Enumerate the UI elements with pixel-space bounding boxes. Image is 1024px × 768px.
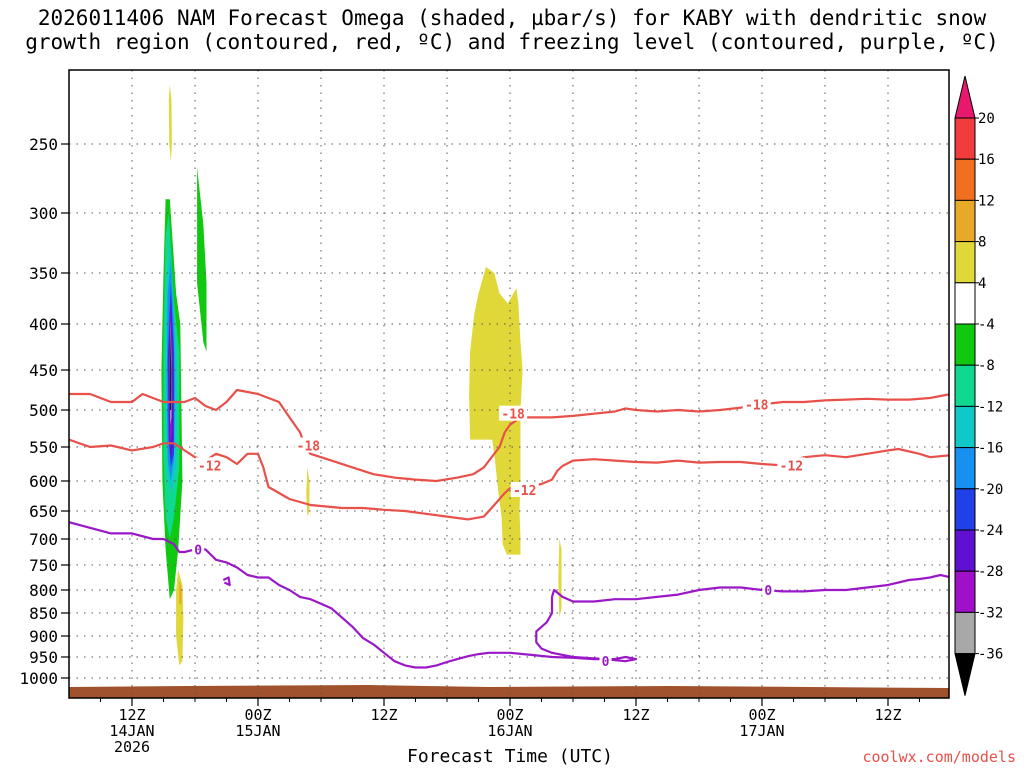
x-tick-label: 00Z: [244, 706, 271, 724]
y-tick-label: 650: [29, 502, 58, 521]
colorbar-swatch: [954, 241, 976, 284]
contour-label-bg: [294, 437, 323, 453]
omega-extreme: [170, 328, 172, 410]
contour-label: -12: [513, 484, 536, 499]
colorbar-swatch: [954, 199, 976, 243]
contour-label-bg: [742, 396, 771, 412]
colorbar-top-arrow: [954, 75, 976, 119]
contour-label: 0: [602, 655, 610, 670]
y-tick-label: 600: [29, 472, 58, 491]
omega-minus-8-b: [197, 167, 207, 352]
colorbar-label: -36: [978, 647, 1003, 663]
y-tick-label: 750: [29, 556, 58, 575]
colorbar-label: 12: [978, 193, 995, 209]
contour-label-bg: [599, 653, 612, 669]
colorbar-swatch: [954, 158, 976, 201]
y-tick-label: 800: [29, 581, 58, 600]
zero-isotherm: [69, 521, 949, 669]
x-tick-label: 12Z: [370, 706, 397, 724]
credit-link[interactable]: coolwx.com/models: [862, 748, 1016, 766]
x-tick-label: 00Z: [748, 706, 775, 724]
y-tick-label: 450: [29, 361, 58, 380]
chart-title: 2026011406 NAM Forecast Omega (shaded, µ…: [0, 6, 1024, 54]
y-tick-label: 850: [29, 604, 58, 623]
contour-label-bg: [195, 457, 224, 473]
colorbar-label: -24: [978, 523, 1003, 539]
y-tick-label: 900: [29, 627, 58, 646]
x-tick-label: 15JAN: [235, 722, 280, 740]
colorbar-label: 8: [978, 235, 986, 251]
x-tick-label: 12Z: [118, 706, 145, 724]
colorbar-label: 4: [978, 276, 986, 292]
contour-label: -18: [501, 408, 525, 423]
y-tick-label: 350: [29, 264, 58, 283]
plot-border: [68, 69, 950, 699]
y-tick-label: 300: [29, 204, 58, 223]
colorbar-swatch: [954, 364, 976, 407]
ground-layer: [69, 685, 949, 698]
x-axis-label: Forecast Time (UTC): [407, 746, 613, 767]
contour-label: -18: [297, 440, 321, 455]
contour-label: 0: [764, 584, 772, 599]
colorbar: 20 16 12 8 4 -4 -8 -12 -16 -20 -24 -28 -32 -36: [954, 75, 1003, 696]
x-tick-label: 14JAN: [109, 722, 154, 740]
contour-label: 0: [194, 543, 202, 558]
contour-label-bg: [777, 457, 806, 473]
contour-label: -18: [745, 398, 769, 413]
zero-isotherm-closed: [222, 576, 231, 587]
omega-plus-4-top: [168, 84, 172, 162]
colorbar-bottom-arrow: [954, 653, 976, 696]
contour-lines: -18 -18 -18 -12 -12 -12 0 0 0: [69, 388, 949, 670]
contour-label-bg: [762, 582, 775, 597]
colorbar-swatch: [954, 282, 976, 325]
contour-label: -12: [780, 459, 803, 474]
omega-plus-8-low: [179, 580, 182, 604]
y-tick-label: 950: [29, 648, 58, 667]
colorbar-swatch: [954, 529, 976, 572]
omega-plus-4-mid: [469, 267, 523, 555]
y-axis: 250 300 350 400 450 500 550 600 650 700 750 800 850 9…: [19, 135, 69, 688]
contour-label-bg: [510, 482, 539, 497]
colorbar-label: 20: [978, 111, 995, 127]
colorbar-label: -28: [978, 564, 1003, 580]
colorbar-label: -16: [978, 441, 1003, 457]
y-tick-label: 1000: [19, 669, 58, 688]
x-tick-label: 16JAN: [487, 722, 532, 740]
colorbar-label: -8: [978, 358, 995, 374]
x-tick-label: 17JAN: [739, 722, 784, 740]
omega-plus-4-small2: [558, 539, 562, 618]
x-tick-label: 2026: [114, 738, 150, 756]
colorbar-swatch: [954, 488, 976, 531]
colorbar-label: 16: [978, 152, 995, 168]
colorbar-label: -20: [978, 482, 1003, 498]
colorbar-swatch: [954, 447, 976, 490]
colorbar-swatch: [954, 405, 976, 449]
title-line-2: growth region (contoured, red, ºC) and f…: [25, 30, 999, 54]
colorbar-label: -12: [978, 399, 1003, 415]
contour-label: -12: [198, 459, 221, 474]
title-line-1: 2026011406 NAM Forecast Omega (shaded, µ…: [37, 6, 987, 30]
x-tick-label: 12Z: [874, 706, 901, 724]
colorbar-swatch: [954, 117, 976, 160]
y-tick-label: 400: [29, 315, 58, 334]
colorbar-swatch: [954, 570, 976, 613]
contour-label-bg: [192, 541, 205, 557]
y-tick-label: 550: [29, 438, 58, 457]
x-tick-label: 00Z: [496, 706, 523, 724]
contour-label-bg: [499, 405, 528, 421]
x-tick-label: 12Z: [622, 706, 649, 724]
colorbar-swatch: [954, 611, 976, 655]
ground-surface: [69, 685, 949, 698]
colorbar-label: -4: [978, 317, 995, 333]
colorbar-label: -32: [978, 605, 1003, 621]
omega-shading: [161, 84, 562, 666]
colorbar-swatch: [954, 323, 976, 366]
y-tick-label: 500: [29, 401, 58, 420]
y-tick-label: 250: [29, 135, 58, 154]
y-tick-label: 700: [29, 530, 58, 549]
